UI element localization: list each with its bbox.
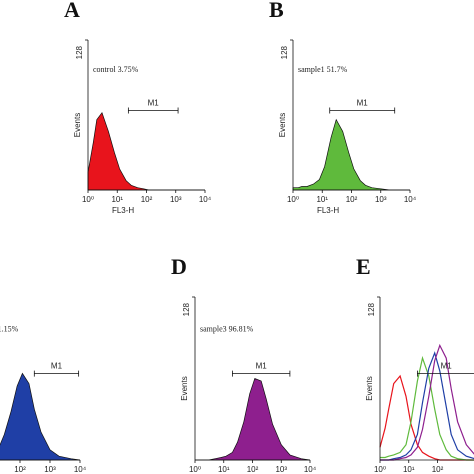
annotation: sample2 81.15%	[0, 324, 19, 333]
panel-label: B	[269, 0, 284, 22]
y-tick-label: 128	[280, 45, 289, 59]
x-tick-label: 10³	[375, 195, 387, 204]
x-tick-label: 10⁴	[404, 195, 417, 204]
panel-label: E	[356, 254, 371, 279]
x-axis-label: FL3-H	[112, 206, 134, 215]
x-tick-label: 10³	[44, 465, 56, 474]
x-tick-label: 10²	[247, 465, 259, 474]
y-axis-label: Events	[180, 376, 189, 400]
x-tick-label: 10³	[170, 195, 182, 204]
histogram-line	[379, 374, 474, 461]
gate-label: M1	[51, 362, 63, 371]
y-axis-label: Events	[365, 376, 374, 400]
histogram	[292, 118, 410, 191]
panel-label: D	[171, 254, 187, 279]
x-tick-label: 10⁰	[82, 195, 94, 204]
x-tick-label: 10⁰	[189, 465, 201, 474]
gate-label: M1	[148, 99, 160, 108]
histogram	[195, 378, 311, 461]
annotation: control 3.75%	[93, 65, 139, 74]
x-tick-label: 10⁰	[374, 465, 386, 474]
y-axis-label: Events	[73, 113, 82, 137]
x-tick-label: 10²	[432, 465, 444, 474]
histogram	[87, 111, 205, 191]
y-tick-label: 128	[182, 302, 191, 316]
histogram-line	[380, 343, 474, 461]
x-tick-label: 10⁰	[287, 195, 299, 204]
gate-label: M1	[357, 99, 369, 108]
x-tick-label: 10⁴	[74, 465, 87, 474]
gate-label: M1	[441, 362, 453, 371]
x-tick-label: 10⁴	[199, 195, 212, 204]
x-tick-label: 10¹	[111, 195, 123, 204]
x-tick-label: 10²	[141, 195, 153, 204]
annotation: sample1 51.7%	[298, 65, 348, 74]
y-tick-label: 128	[75, 45, 84, 59]
x-tick-label: 10²	[14, 465, 26, 474]
x-tick-label: 10¹	[316, 195, 328, 204]
x-tick-label: 10¹	[403, 465, 415, 474]
panel-label: A	[64, 0, 80, 22]
x-tick-label: 10¹	[218, 465, 230, 474]
histogram	[0, 372, 81, 461]
histogram-line	[380, 351, 474, 461]
x-tick-label: 10⁴	[304, 465, 317, 474]
annotation: sample3 96.81%	[200, 324, 254, 333]
gate-label: M1	[256, 362, 268, 371]
y-tick-label: 128	[367, 302, 376, 316]
y-axis-label: Events	[278, 113, 287, 137]
x-tick-label: 10³	[275, 465, 287, 474]
x-tick-label: 10²	[346, 195, 358, 204]
x-axis-label: FL3-H	[317, 206, 339, 215]
